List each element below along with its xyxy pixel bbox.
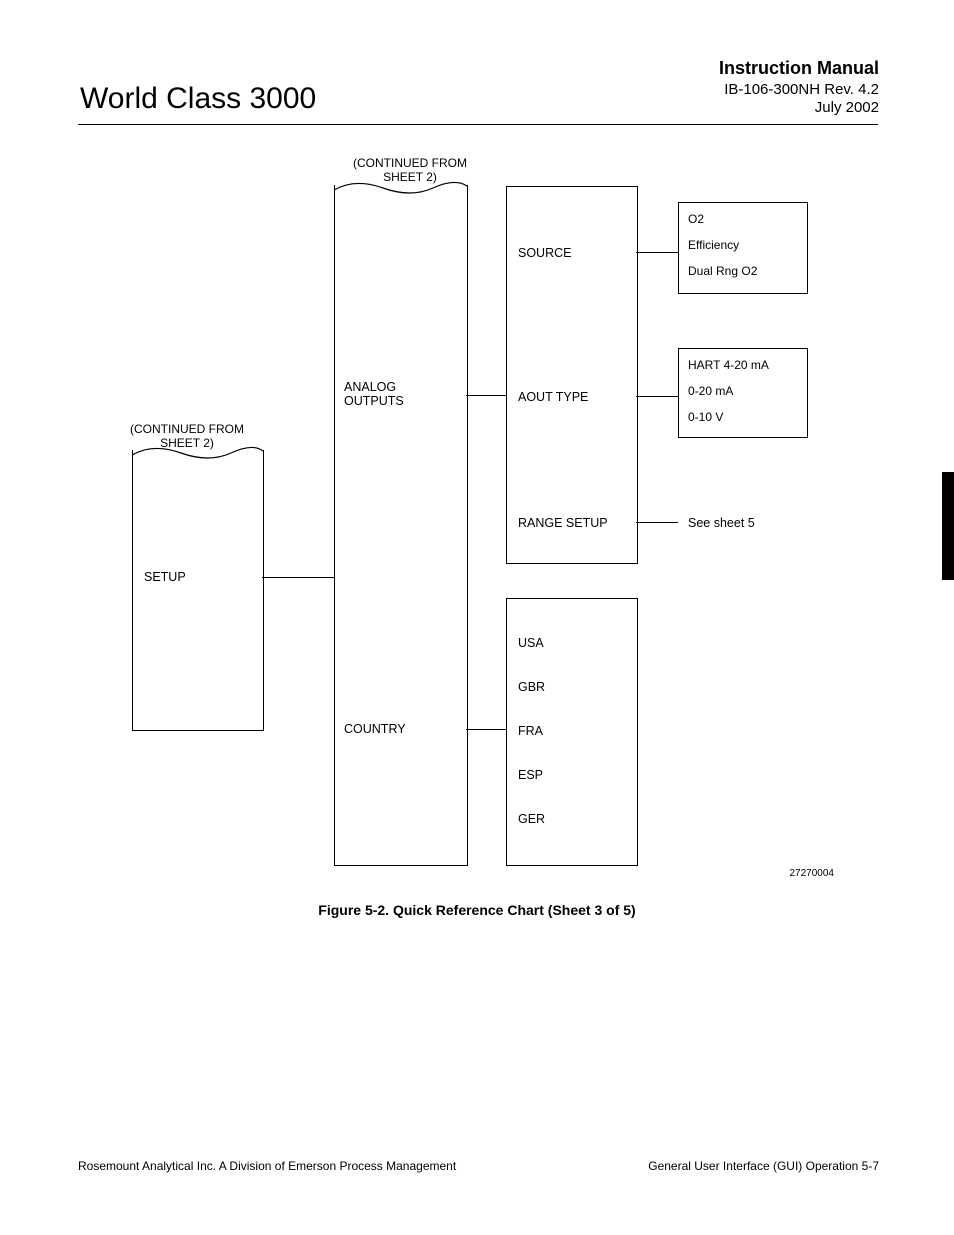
node-column2	[334, 185, 468, 866]
node-setup	[132, 450, 264, 731]
edge-setup-col2	[262, 577, 334, 578]
edge-analog-col3a	[466, 395, 506, 396]
figure-id: 27270004	[790, 868, 835, 879]
figure-caption: Figure 5-2. Quick Reference Chart (Sheet…	[0, 902, 954, 918]
torn-edge-col2	[333, 180, 468, 194]
footer-left: Rosemount Analytical Inc. A Division of …	[78, 1159, 456, 1173]
edge-country-col3b	[466, 729, 506, 730]
o2-label: O2	[688, 212, 704, 226]
aout-type-label: AOUT TYPE	[518, 390, 588, 404]
country-fra: FRA	[518, 724, 543, 738]
torn-edge-setup	[131, 445, 264, 459]
0-20ma-label: 0-20 mA	[688, 384, 733, 398]
country-usa: USA	[518, 636, 544, 650]
footer-right: General User Interface (GUI) Operation 5…	[648, 1159, 879, 1173]
header-right: Instruction Manual IB-106-300NH Rev. 4.2…	[719, 58, 879, 116]
range-setup-label: RANGE SETUP	[518, 516, 608, 530]
setup-label: SETUP	[144, 570, 186, 584]
0-10v-label: 0-10 V	[688, 410, 723, 424]
header-rule	[78, 124, 878, 125]
edge-aout-hart	[636, 396, 678, 397]
page: Instruction Manual IB-106-300NH Rev. 4.2…	[0, 0, 954, 1235]
dual-rng-label: Dual Rng O2	[688, 264, 757, 278]
country-ger: GER	[518, 812, 545, 826]
section-tab	[942, 472, 954, 580]
edge-source-o2	[636, 252, 678, 253]
node-column3a	[506, 186, 638, 564]
see-sheet-5-label: See sheet 5	[688, 516, 755, 530]
source-label: SOURCE	[518, 246, 571, 260]
doc-rev: IB-106-300NH Rev. 4.2	[719, 81, 879, 98]
efficiency-label: Efficiency	[688, 238, 739, 252]
country-gbr: GBR	[518, 680, 545, 694]
hart-label: HART 4-20 mA	[688, 358, 769, 372]
country-label: COUNTRY	[344, 722, 406, 736]
analog-outputs-label: ANALOGOUTPUTS	[344, 380, 424, 408]
country-esp: ESP	[518, 768, 543, 782]
manual-title: Instruction Manual	[719, 58, 879, 79]
product-title: World Class 3000	[80, 82, 316, 116]
edge-range-see5	[636, 522, 678, 523]
doc-date: July 2002	[719, 99, 879, 116]
